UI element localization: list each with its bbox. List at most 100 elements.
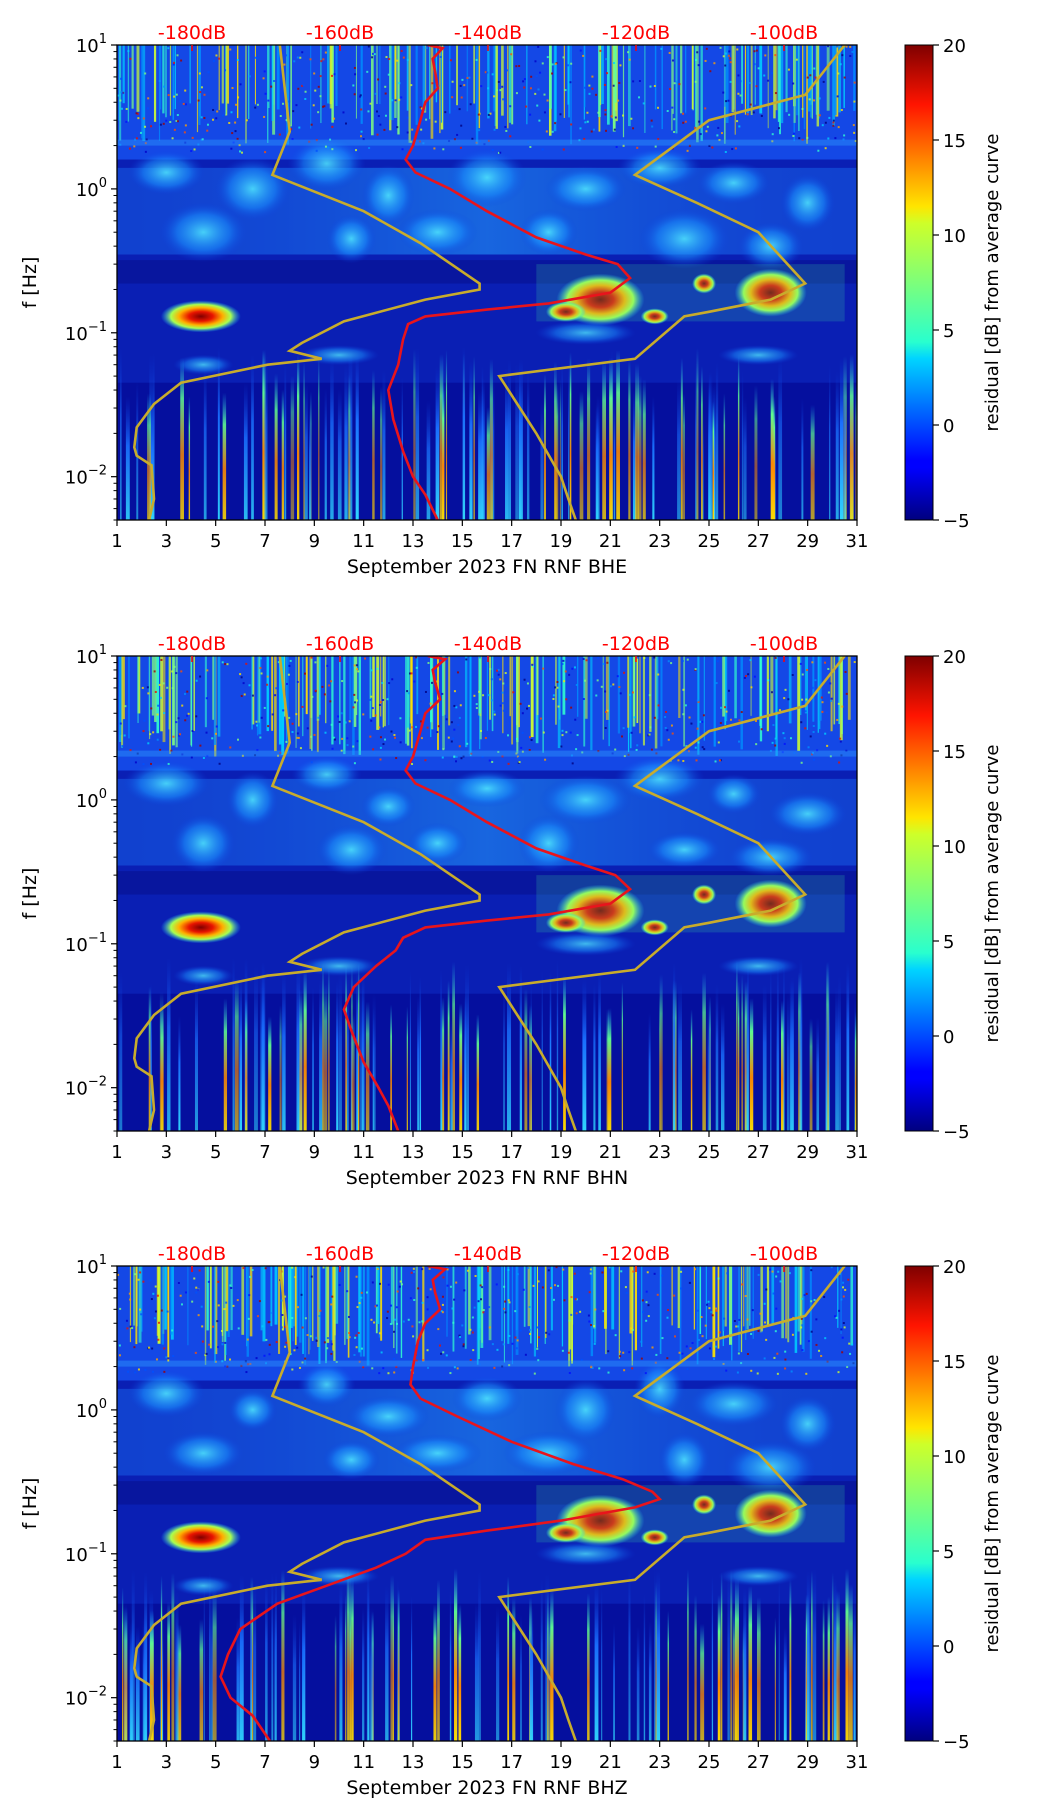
spectrogram-image: [117, 656, 857, 1131]
x-tick-label: 9: [309, 1752, 320, 1773]
y-tick-label: 101: [76, 1253, 107, 1278]
colorbar: 20 15 10 5 0 −5 residual [dB] from average cur…: [904, 36, 1003, 532]
x-tick-label: 23: [648, 531, 671, 552]
colorbar-tick-label: −5: [943, 1122, 970, 1143]
colorbar-tick-label: 20: [943, 647, 966, 668]
colorbar-tick-label: 10: [943, 226, 966, 247]
x-tick-label: 13: [402, 1142, 425, 1163]
average-curve: [219, 1266, 663, 1741]
high-noise-model-curve: [497, 45, 846, 520]
colorbar-tick-label: −5: [943, 511, 970, 532]
x-tick-label: 29: [796, 1142, 819, 1163]
x-tick-label: 25: [698, 1142, 721, 1163]
low-noise-model-curve: [132, 45, 481, 520]
colorbar-label: residual [dB] from average curve: [982, 744, 1003, 1042]
high-noise-model-curve: [497, 1266, 846, 1741]
x-tick-label: 7: [259, 1142, 270, 1163]
x-tick-label: 1: [111, 1142, 122, 1163]
x-tick-label: 1: [111, 531, 122, 552]
x-tick-label: 11: [352, 531, 375, 552]
low-noise-model-curve: [132, 656, 481, 1131]
x-tick-label: 3: [161, 531, 172, 552]
y-tick-label: 10−1: [65, 320, 107, 345]
y-tick-label: 10−2: [65, 464, 107, 489]
x-tick-label: 9: [309, 531, 320, 552]
x-tick-label: 29: [796, 1752, 819, 1773]
x-tick-label: 5: [210, 1752, 221, 1773]
x-tick-label: 29: [796, 531, 819, 552]
x-tick-label: 7: [259, 531, 270, 552]
x-axis-label: September 2023 FN RNF BHZ: [346, 1777, 627, 1799]
colorbar-tick-label: 10: [943, 837, 966, 858]
colorbar-tick-label: 10: [943, 1447, 966, 1468]
y-tick-label: 101: [76, 643, 107, 668]
colorbar: 20 15 10 5 0 −5 residual [dB] from average cur…: [904, 647, 1003, 1143]
plot-frame: [116, 1265, 858, 1742]
x-tick-label: 13: [402, 531, 425, 552]
x-tick-label: 11: [352, 1752, 375, 1773]
y-tick-label: 100: [76, 1397, 107, 1422]
x-tick-label: 9: [309, 1142, 320, 1163]
x-tick-label: 23: [648, 1142, 671, 1163]
x-tick-label: 21: [599, 1752, 622, 1773]
colorbar-tick-label: 15: [943, 131, 966, 152]
average-curve: [386, 45, 633, 520]
y-tick-label: 100: [76, 787, 107, 812]
x-axis-label: September 2023 FN RNF BHN: [346, 1167, 629, 1189]
plot-frame: [116, 655, 858, 1132]
x-tick-label: 25: [698, 1752, 721, 1773]
colorbar-tick-label: 5: [943, 1542, 954, 1563]
colorbar-tick-label: 0: [943, 1637, 954, 1658]
x-tick-label: 17: [500, 531, 523, 552]
db-scale-label: -160dB: [306, 1243, 374, 1265]
x-tick-label: 25: [698, 531, 721, 552]
x-tick-label: 11: [352, 1142, 375, 1163]
db-scale-label: -100dB: [750, 1243, 818, 1265]
x-tick-label: 17: [500, 1752, 523, 1773]
high-noise-model-curve: [497, 656, 846, 1131]
x-tick-label: 19: [550, 531, 573, 552]
colorbar-tick-label: 5: [943, 321, 954, 342]
x-tick-label: 19: [550, 1752, 573, 1773]
x-tick-label: 5: [210, 1142, 221, 1163]
spectrogram-image: [117, 1266, 857, 1741]
x-tick-label: 3: [161, 1752, 172, 1773]
db-scale-label: -160dB: [306, 22, 374, 44]
colorbar-label: residual [dB] from average curve: [982, 133, 1003, 431]
colorbar-tick-label: 15: [943, 742, 966, 763]
db-scale-label: -160dB: [306, 633, 374, 655]
x-tick-label: 31: [846, 1142, 869, 1163]
low-noise-model-curve: [132, 1266, 481, 1741]
colorbar-tick-label: 5: [943, 932, 954, 953]
db-scale-label: -100dB: [750, 22, 818, 44]
colorbar-tick-label: 20: [943, 1257, 966, 1278]
y-tick-label: 100: [76, 176, 107, 201]
plot-frame: [116, 44, 858, 521]
db-scale-label: -140dB: [454, 633, 522, 655]
x-tick-label: 27: [747, 531, 770, 552]
y-tick-label: 10−1: [65, 1541, 107, 1566]
db-scale-label: -100dB: [750, 633, 818, 655]
db-scale-label: -140dB: [454, 22, 522, 44]
colorbar-tick-label: 15: [943, 1352, 966, 1373]
x-tick-label: 19: [550, 1142, 573, 1163]
colorbar: 20 15 10 5 0 −5 residual [dB] from average cur…: [904, 1257, 1003, 1753]
x-tick-label: 23: [648, 1752, 671, 1773]
x-tick-label: 31: [846, 1752, 869, 1773]
db-scale-label: -120dB: [602, 633, 670, 655]
colorbar-tick-label: −5: [943, 1732, 970, 1753]
spectrogram-image: [117, 45, 857, 520]
colorbar-tick-label: 20: [943, 36, 966, 57]
y-tick-label: 10−1: [65, 931, 107, 956]
x-tick-label: 15: [451, 531, 474, 552]
x-tick-label: 31: [846, 531, 869, 552]
x-tick-label: 21: [599, 1142, 622, 1163]
db-scale-label: -180dB: [158, 1243, 226, 1265]
db-scale-label: -120dB: [602, 1243, 670, 1265]
colorbar-tick-label: 0: [943, 416, 954, 437]
x-tick-label: 27: [747, 1142, 770, 1163]
db-scale-label: -140dB: [454, 1243, 522, 1265]
